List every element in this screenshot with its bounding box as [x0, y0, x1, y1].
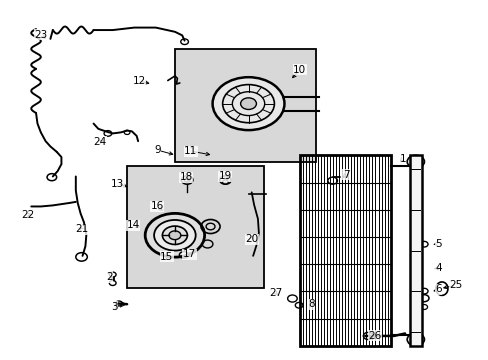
Text: 11: 11: [184, 146, 197, 156]
Text: 15: 15: [160, 252, 173, 262]
Circle shape: [162, 226, 187, 244]
Text: 4: 4: [434, 263, 441, 273]
Text: 17: 17: [183, 249, 196, 259]
Text: 10: 10: [292, 65, 305, 75]
Text: 23: 23: [34, 30, 47, 40]
Text: 3: 3: [111, 302, 117, 312]
Bar: [175, 49, 316, 162]
Text: 26: 26: [367, 331, 381, 341]
Circle shape: [109, 272, 116, 277]
Text: 13: 13: [111, 179, 124, 189]
Text: 6: 6: [434, 284, 441, 294]
Text: 8: 8: [307, 299, 314, 309]
Text: 24: 24: [93, 137, 106, 147]
Text: 14: 14: [126, 220, 140, 230]
Text: 5: 5: [434, 239, 441, 248]
Circle shape: [145, 213, 204, 257]
Text: 12: 12: [132, 76, 145, 86]
Circle shape: [154, 220, 195, 251]
Bar: [127, 166, 263, 288]
Bar: [409, 155, 421, 346]
Text: 21: 21: [75, 224, 88, 234]
Text: 2: 2: [106, 272, 112, 282]
Text: 27: 27: [268, 288, 282, 298]
Circle shape: [212, 77, 284, 130]
Text: 25: 25: [449, 280, 462, 290]
Circle shape: [169, 231, 181, 240]
Text: 20: 20: [244, 234, 258, 244]
Text: 7: 7: [342, 170, 349, 180]
Bar: [299, 155, 390, 346]
Text: 19: 19: [218, 171, 231, 181]
Circle shape: [407, 333, 424, 346]
Circle shape: [240, 98, 256, 109]
Circle shape: [407, 155, 424, 168]
Text: 9: 9: [154, 145, 160, 155]
Text: 22: 22: [21, 210, 35, 220]
Text: 18: 18: [179, 172, 192, 182]
Circle shape: [109, 280, 116, 285]
Text: 16: 16: [150, 202, 163, 211]
Text: 1: 1: [399, 154, 405, 164]
